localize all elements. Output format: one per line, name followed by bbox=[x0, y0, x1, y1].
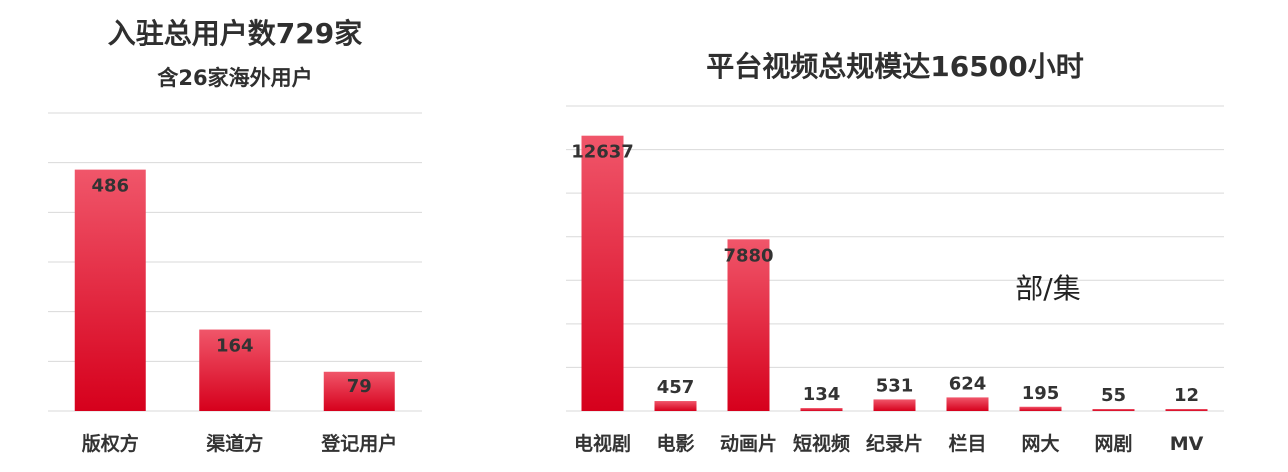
chart2-bar bbox=[1019, 406, 1062, 411]
chart2-bar bbox=[1165, 409, 1208, 411]
chart1-category-label: 登记用户 bbox=[320, 432, 397, 455]
chart2-data-label: 457 bbox=[657, 377, 695, 398]
chart2-data-label: 531 bbox=[876, 375, 914, 396]
chart2-bar bbox=[1092, 409, 1135, 411]
chart2-category-label: 短视频 bbox=[793, 432, 850, 455]
chart1-bar bbox=[199, 329, 271, 411]
chart2-data-label: 7880 bbox=[723, 245, 773, 266]
chart2-category-label: 纪录片 bbox=[866, 432, 923, 455]
chart2-data-label: 195 bbox=[1022, 383, 1060, 404]
chart2-category-label: 电影 bbox=[656, 432, 694, 455]
chart2-bar bbox=[581, 135, 624, 412]
chart2-category-label: 动画片 bbox=[720, 432, 777, 455]
chart1-data-label: 486 bbox=[91, 176, 129, 197]
chart2-data-label: 12 bbox=[1174, 385, 1199, 406]
chart2-data-label: 624 bbox=[949, 373, 987, 394]
chart1-bar bbox=[74, 169, 146, 411]
chart2-unit-annotation: 部/集 bbox=[1015, 272, 1080, 305]
chart2-bar bbox=[800, 408, 843, 411]
chart2-category-label: 栏目 bbox=[948, 432, 986, 455]
chart2-bar bbox=[727, 239, 770, 411]
chart2-category-label: 电视剧 bbox=[574, 432, 631, 455]
chart2-bar bbox=[946, 397, 989, 411]
chart2-category-label: 网大 bbox=[1021, 432, 1059, 455]
chart1-data-label: 164 bbox=[216, 336, 254, 357]
chart1-subtitle: 含26家海外用户 bbox=[157, 66, 313, 90]
chart2-data-label: 55 bbox=[1101, 385, 1126, 406]
chart2-data-label: 12637 bbox=[571, 142, 634, 163]
chart2-title: 平台视频总规模达16500小时 bbox=[706, 50, 1084, 83]
chart1-title: 入驻总用户数729家 bbox=[107, 17, 363, 50]
chart1-category-label: 版权方 bbox=[82, 432, 139, 455]
chart1-bar bbox=[323, 371, 395, 411]
chart2-data-label: 134 bbox=[803, 384, 841, 405]
chart1-data-label: 79 bbox=[347, 376, 372, 397]
chart2-bar bbox=[873, 399, 916, 411]
chart2-category-label: MV bbox=[1170, 433, 1204, 455]
chart2-category-label: 网剧 bbox=[1094, 433, 1132, 455]
chart1-category-label: 渠道方 bbox=[206, 432, 263, 455]
chart2-bar bbox=[654, 401, 697, 411]
